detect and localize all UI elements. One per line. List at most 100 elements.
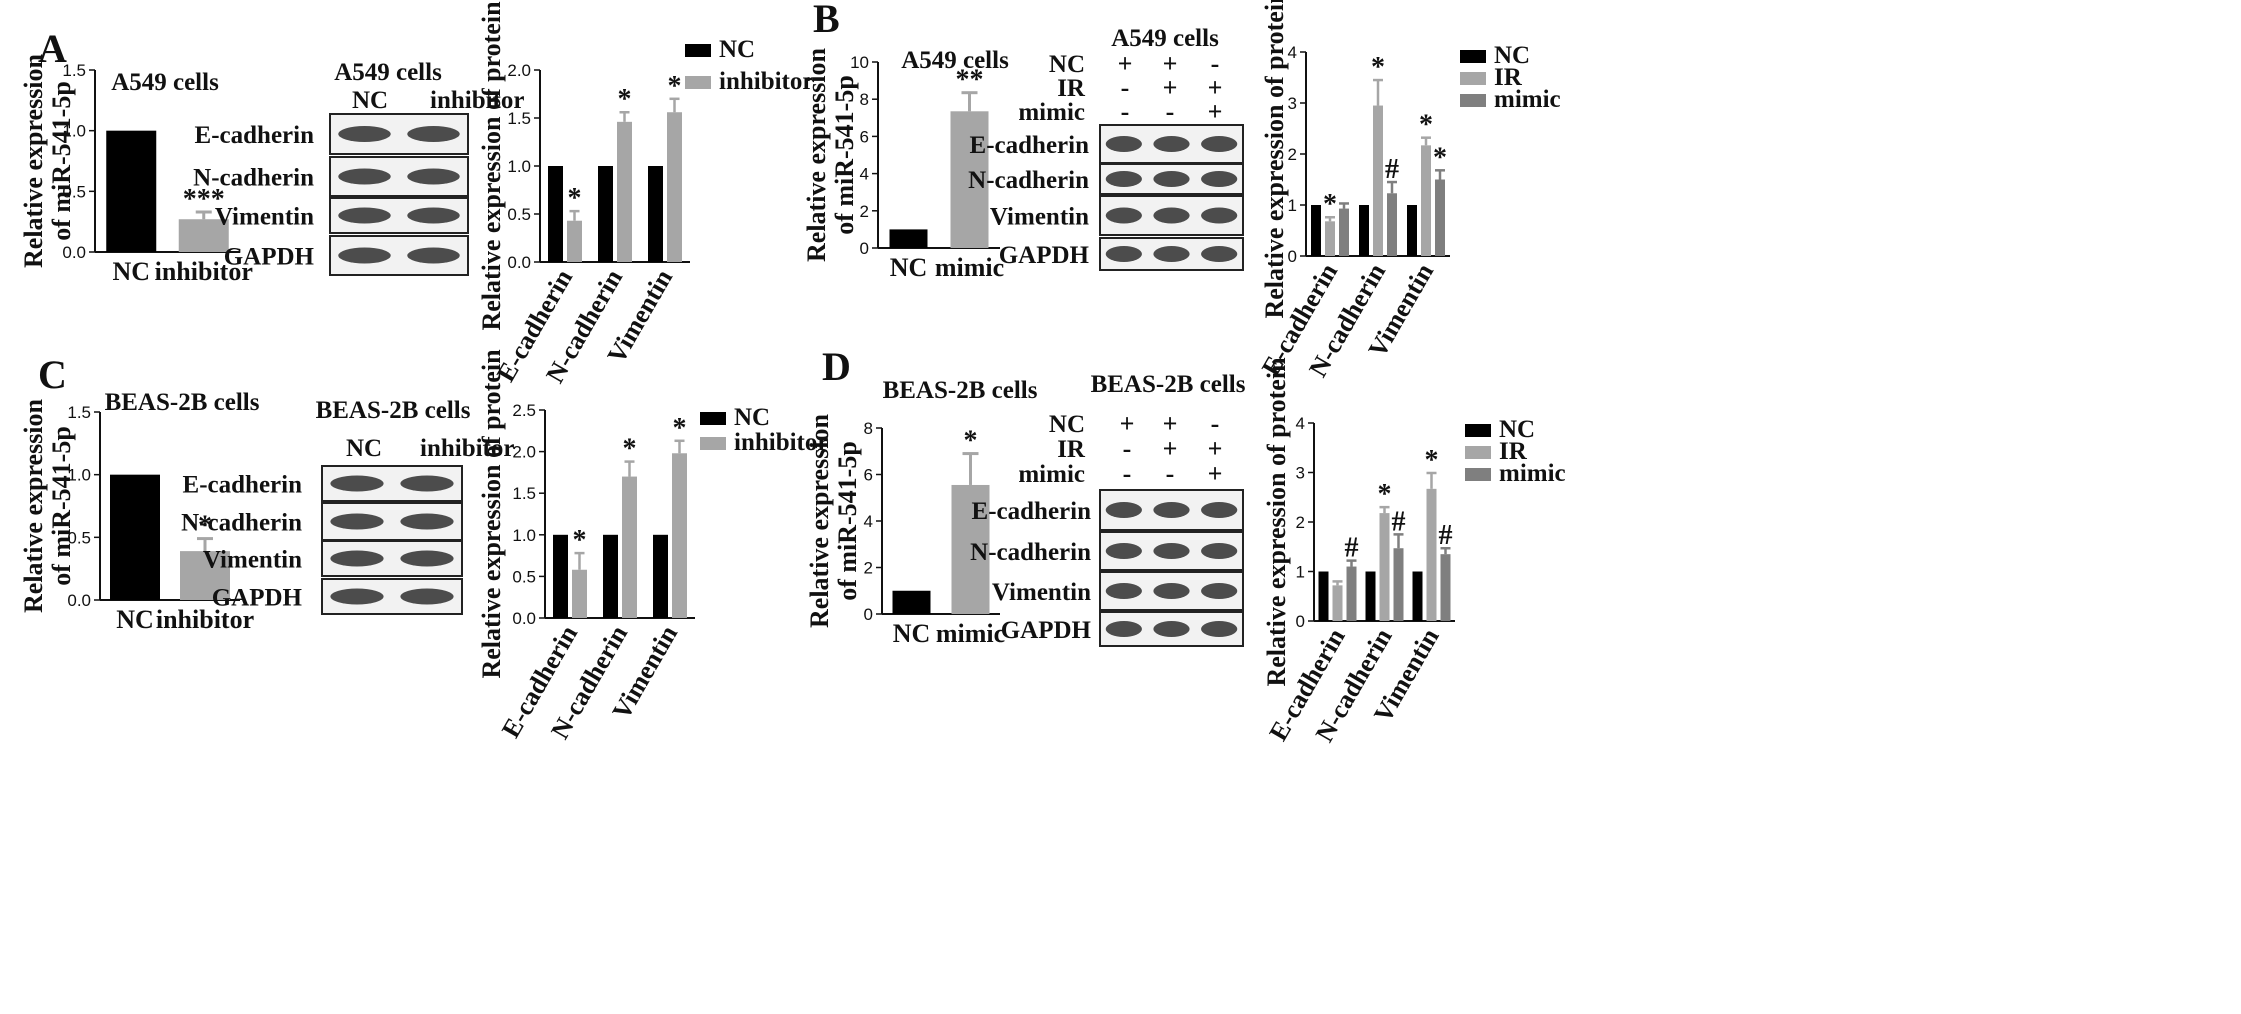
legend-label: NC — [734, 404, 770, 431]
bar — [572, 569, 587, 618]
y-axis-label: of miR-541-5p — [830, 75, 859, 235]
legend-label: NC — [719, 36, 755, 63]
protein-chart: Relative expression of protein 0.0 0.5 1.0 1… — [477, 349, 828, 744]
y-tick-label: 4 — [864, 512, 873, 531]
y-tick-label: 0.0 — [67, 591, 91, 610]
bar — [892, 590, 931, 614]
protein-band — [330, 588, 384, 605]
bar — [672, 453, 687, 618]
protein-band — [400, 550, 454, 567]
lane-label: NC — [346, 435, 382, 462]
bar — [180, 551, 230, 600]
condition-symbol: - — [1211, 409, 1220, 438]
mirna-chart: BEAS-2B cells Relative expression of miR-5… — [805, 377, 1038, 648]
protein-band — [1201, 583, 1238, 599]
significance-mark: * — [1425, 445, 1439, 476]
bar — [1426, 488, 1437, 621]
bar — [1379, 513, 1390, 621]
condition-label: mimic — [1018, 99, 1085, 126]
y-tick-label: 2.0 — [512, 443, 536, 462]
bar — [1440, 554, 1451, 621]
significance-mark: * — [668, 71, 682, 102]
legend-swatch — [1465, 468, 1491, 481]
bar — [951, 484, 990, 614]
protein-band — [1201, 246, 1238, 262]
condition-symbol: + — [1120, 409, 1135, 438]
y-tick-label: 4 — [860, 165, 869, 184]
lane-label: NC — [352, 87, 388, 114]
significance-mark: # — [1439, 520, 1453, 551]
protein-band — [338, 168, 391, 185]
y-axis-label: Relative expression of protein — [1260, 0, 1289, 319]
bar — [1332, 585, 1343, 621]
bar — [603, 534, 618, 618]
chart-title: A549 cells — [901, 47, 1009, 74]
protein-label: Vimentin — [992, 579, 1091, 606]
condition-symbol: - — [1211, 49, 1220, 78]
protein-label: E-cadherin — [183, 472, 303, 499]
y-tick-label: 0.0 — [507, 253, 531, 272]
protein-band — [1105, 171, 1142, 187]
y-tick-label: 8 — [860, 90, 869, 109]
protein-band — [1105, 583, 1142, 599]
y-axis-label: of miR-541-5p — [47, 426, 76, 586]
significance-mark: * — [198, 511, 212, 542]
y-tick-label: 2 — [1296, 513, 1305, 532]
x-category-label: mimic — [936, 619, 1005, 648]
condition-label: IR — [1057, 75, 1086, 102]
legend-label: mimic — [1494, 86, 1561, 113]
bar — [667, 112, 682, 263]
protein-band — [1153, 246, 1190, 262]
legend-swatch — [700, 412, 726, 425]
mirna-chart: A549 cells Relative expression of miR-541-… — [802, 47, 1009, 282]
panel-letter: B — [813, 0, 840, 41]
legend-label: NC — [1499, 416, 1535, 443]
protein-band — [1153, 502, 1190, 518]
y-axis-label: Relative expression — [19, 398, 48, 613]
panel-letter: A — [38, 26, 67, 71]
significance-mark: # — [1345, 533, 1359, 564]
protein-band — [1105, 207, 1142, 224]
y-tick-label: 4 — [1288, 43, 1297, 62]
panel-letter: D — [822, 344, 851, 389]
y-tick-label: 2 — [860, 202, 869, 221]
y-tick-label: 1.5 — [512, 484, 536, 503]
protein-band — [338, 126, 391, 142]
legend-label: inhibitor — [734, 429, 828, 456]
bar — [617, 121, 632, 262]
y-tick-label: 2.0 — [507, 61, 531, 80]
protein-band — [1153, 583, 1190, 599]
x-category-label: inhibitor — [155, 257, 253, 286]
mirna-chart: BEAS-2B cells Relative expression of miR-5… — [19, 389, 260, 634]
bar — [950, 111, 989, 248]
y-tick-label: 1 — [1296, 563, 1305, 582]
bar — [1325, 221, 1335, 256]
bar — [622, 476, 637, 618]
protein-chart: Relative expression of protein01234*E-ca… — [1256, 0, 1561, 382]
y-tick-label: 2 — [864, 559, 873, 578]
condition-symbol: - — [1121, 97, 1130, 126]
protein-label: N-cadherin — [193, 165, 314, 192]
y-tick-label: 6 — [860, 127, 869, 146]
panel-c: C — [38, 352, 67, 397]
legend-swatch — [685, 44, 711, 57]
bar — [567, 220, 582, 262]
bar — [598, 166, 613, 262]
y-axis-label: of miR-541-5p — [47, 81, 76, 241]
protein-band — [1201, 136, 1238, 152]
panel-letter: C — [38, 352, 67, 397]
protein-band — [330, 513, 384, 530]
condition-symbol: + — [1163, 434, 1178, 463]
western-blot: BEAS-2B cells NC inhibitor E-cadherin N-cadh… — [181, 397, 514, 615]
significance-mark: * — [1323, 189, 1337, 220]
y-tick-label: 1.0 — [512, 526, 536, 545]
legend-swatch — [1460, 94, 1486, 107]
y-tick-label: 0 — [1288, 247, 1297, 266]
panel-b: B — [813, 0, 840, 41]
condition-label: IR — [1057, 436, 1086, 463]
